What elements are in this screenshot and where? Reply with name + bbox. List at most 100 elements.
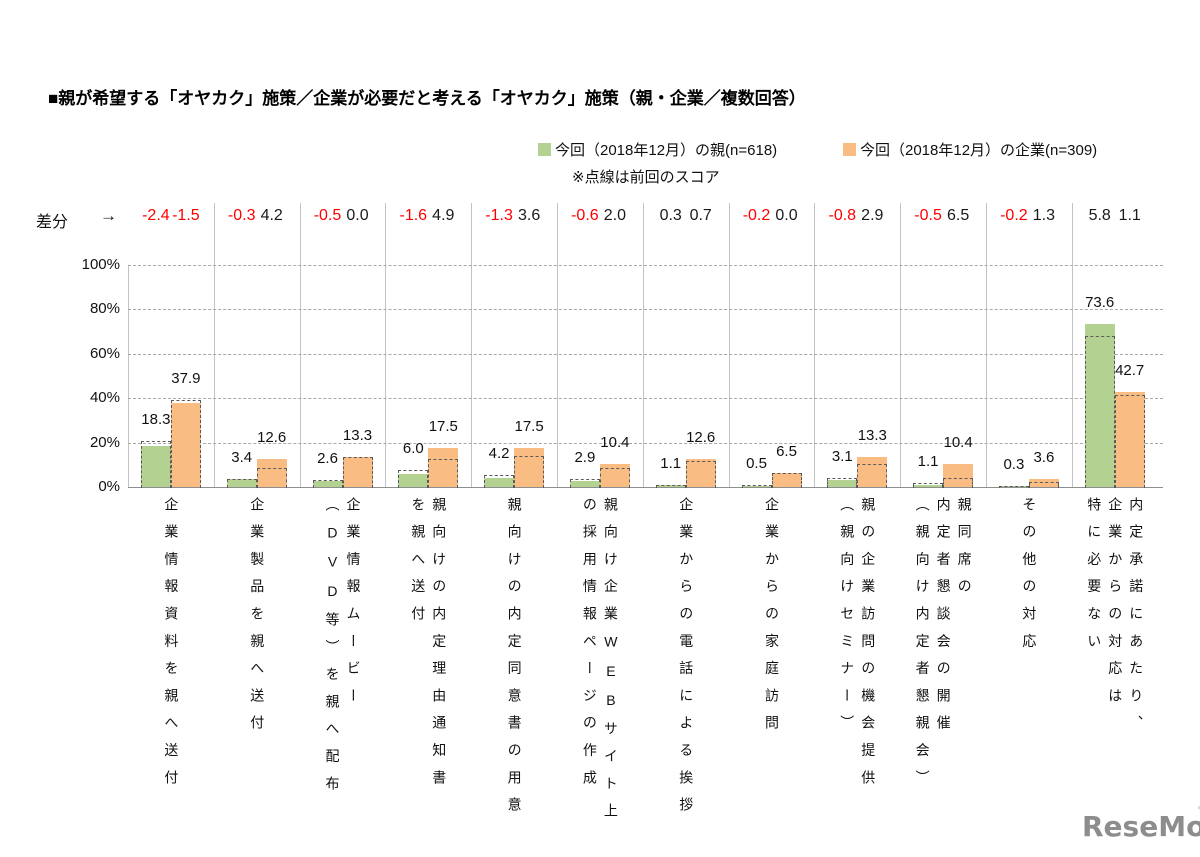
previous-score-outline <box>685 460 716 488</box>
parent-bar <box>569 480 600 487</box>
company-bar <box>428 448 459 487</box>
diff-value: -0.3 <box>227 207 256 224</box>
diff-value: -2.4 <box>142 207 170 224</box>
y-tick-label: 40% <box>89 389 120 407</box>
company-bar <box>342 457 373 487</box>
category-label-text: 企業からの電話による挨拶 <box>678 497 695 825</box>
diff-row-arrow-icon: → <box>100 206 117 225</box>
diff-value: -0.5 <box>313 207 342 224</box>
value-label: 6.0 <box>402 440 424 458</box>
parent-bar <box>140 446 171 487</box>
diff-value: 1.1 <box>1118 207 1141 224</box>
previous-score-outline <box>943 478 974 488</box>
diff-value: 2.9 <box>861 207 884 224</box>
previous-score-outline <box>484 474 515 488</box>
value-label: 0.3 <box>1003 455 1025 473</box>
column-separator <box>642 203 644 487</box>
category-label: 企業からの家庭訪問 <box>729 497 815 743</box>
diff-value: -1.3 <box>485 207 513 224</box>
category-label: 内定承諾にあたり、 企業からの対応は 特に必要ない <box>1072 497 1158 743</box>
previous-score-outline <box>998 485 1029 488</box>
value-label: 13.3 <box>857 427 887 445</box>
category-label-text: 企業情報資料を親へ送付 <box>163 497 180 798</box>
category-label-text: 企業からの家庭訪問 <box>763 497 780 743</box>
diff-value: -0.8 <box>828 207 857 224</box>
company-bar <box>685 459 716 487</box>
value-label: 10.4 <box>600 433 630 451</box>
category-label: 親の企業訪問の機会提供 （親向けセミナー） <box>814 497 900 797</box>
previous-score-outline <box>857 463 888 488</box>
category-label-text: 内定承諾にあたり、 企業からの対応は 特に必要ない <box>1086 497 1145 743</box>
diff-value: -0.5 <box>914 207 942 224</box>
logo-ruby-text: リセマム <box>1197 804 1200 814</box>
category-label-text: その他の対応 <box>1021 497 1038 661</box>
company-bar <box>943 463 974 487</box>
company-bar <box>256 459 287 487</box>
category-label-text: 企業情報ムービー （DVD等）を親へ配布 <box>324 497 362 804</box>
value-label: 73.6 <box>1085 293 1115 311</box>
y-tick-label: 0% <box>98 478 120 495</box>
diff-value: 0.0 <box>346 207 369 224</box>
value-label: 2.9 <box>574 449 596 467</box>
previous-score-outline <box>741 485 772 488</box>
logo-text: ReseMom <box>1082 810 1200 843</box>
company-bar <box>771 472 802 487</box>
column-separator <box>557 203 558 487</box>
column-separator <box>814 203 816 487</box>
value-label: 13.3 <box>342 427 373 445</box>
gridline <box>128 442 1163 444</box>
diff-value: 0.0 <box>775 207 798 224</box>
previous-score-outline <box>827 478 858 488</box>
company-bar <box>599 463 630 487</box>
category-label-text: 親同席の 内定者懇談会の開催 （親向け内定者懇親会） <box>914 497 973 798</box>
previous-score-outline <box>771 472 802 488</box>
previous-score-outline <box>140 441 171 488</box>
category-label: 親向け企業WEBサイト上 の採用情報ページの作成 <box>557 497 643 831</box>
dotted-line-note: ※点線は前回のスコア <box>572 169 720 186</box>
parent-bar <box>913 484 944 487</box>
legend-swatch-company-icon <box>843 143 856 156</box>
diff-value: 3.6 <box>517 207 541 224</box>
previous-score-outline <box>342 457 373 488</box>
category-label: 企業製品を親へ送付 <box>214 497 300 743</box>
parent-bar <box>226 479 257 487</box>
value-label: 37.9 <box>171 369 201 387</box>
previous-score-outline <box>1028 481 1059 488</box>
resemom-logo: リセマムReseMom. <box>1082 805 1200 843</box>
previous-score-outline <box>256 468 287 488</box>
parent-bar <box>398 473 429 487</box>
category-label: その他の対応 <box>986 497 1072 661</box>
diff-value: 0.3 <box>659 207 682 224</box>
value-label: 4.2 <box>488 444 510 462</box>
parent-bar <box>827 480 858 487</box>
gridline <box>128 353 1163 355</box>
value-label: 3.6 <box>1033 449 1055 466</box>
diff-value: 4.9 <box>432 207 455 224</box>
value-label: 17.5 <box>514 418 544 436</box>
previous-score-outline <box>428 459 459 488</box>
previous-score-outline <box>1114 394 1145 488</box>
company-bar <box>170 402 201 487</box>
diff-value: 1.3 <box>1032 207 1056 224</box>
page-title: ■親が希望する「オヤカク」施策／企業が必要だと考える「オヤカク」施策（親・企業／… <box>48 89 806 108</box>
previous-score-outline <box>655 485 686 488</box>
y-tick-label: 80% <box>89 300 120 318</box>
previous-score-outline <box>514 456 545 488</box>
x-axis-line <box>128 487 1163 488</box>
category-label-text: 親向けの内定同意書の用意 <box>506 497 523 825</box>
column-separator <box>1071 203 1073 487</box>
legend-item-company: 今回（2018年12月）の企業(n=309) <box>843 139 1097 160</box>
category-label-text: 親向け企業WEBサイト上 の採用情報ページの作成 <box>581 497 619 831</box>
legend-label-company: 今回（2018年12月）の企業(n=309) <box>860 142 1098 159</box>
diff-value: 6.5 <box>946 207 970 224</box>
column-separator <box>213 203 215 487</box>
parent-bar <box>1084 323 1115 487</box>
gridline <box>128 398 1163 400</box>
legend-swatch-parent-icon <box>538 143 551 156</box>
value-label: 18.3 <box>141 411 171 429</box>
value-label: 1.1 <box>917 453 939 471</box>
y-tick-label: 100% <box>81 256 120 273</box>
previous-score-outline <box>1084 336 1115 488</box>
category-label: 親向けの内定理由通知書 を親へ送付 <box>385 497 471 797</box>
diff-value: -0.2 <box>742 207 771 224</box>
